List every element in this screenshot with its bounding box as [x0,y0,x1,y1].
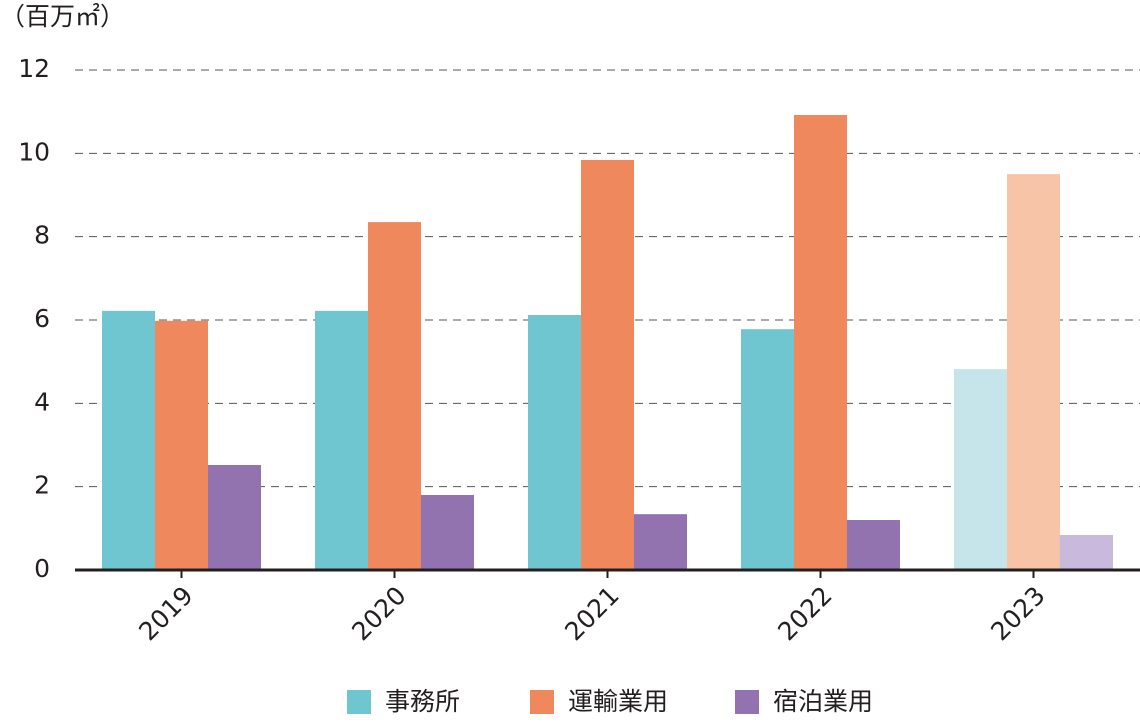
legend-swatch [347,690,371,714]
bar [421,495,474,570]
legend-swatch [735,690,759,714]
bar [315,310,368,570]
bar [741,329,794,570]
y-tick-label: 6 [34,304,50,333]
legend-label: 宿泊業用 [773,687,873,716]
bar [847,520,900,570]
y-tick-label: 12 [18,54,50,83]
x-tick-label: 2019 [133,581,198,646]
bar [634,514,687,570]
x-tick-label: 2021 [559,581,624,646]
bar [954,369,1007,570]
y-tick-label: 8 [34,221,50,250]
y-tick-label: 0 [34,554,50,583]
bar [102,310,155,570]
x-tick-label: 2020 [346,581,411,646]
bar [1060,535,1113,570]
y-tick-label: 4 [34,387,50,416]
y-tick-label: 2 [34,471,50,500]
legend-label: 事務所 [385,687,460,716]
y-tick-label: 10 [18,137,50,166]
bar [208,465,261,570]
y-axis-label: （百万㎡） [0,2,125,31]
bar [581,160,634,570]
x-tick-label: 2023 [985,581,1050,646]
bar [528,315,581,570]
x-tick-label: 2022 [772,581,837,646]
legend-swatch [530,690,554,714]
legend-label: 運輸業用 [568,687,668,716]
bar [794,115,847,570]
bar [368,222,421,571]
bar [1007,174,1060,570]
bar [155,320,208,570]
